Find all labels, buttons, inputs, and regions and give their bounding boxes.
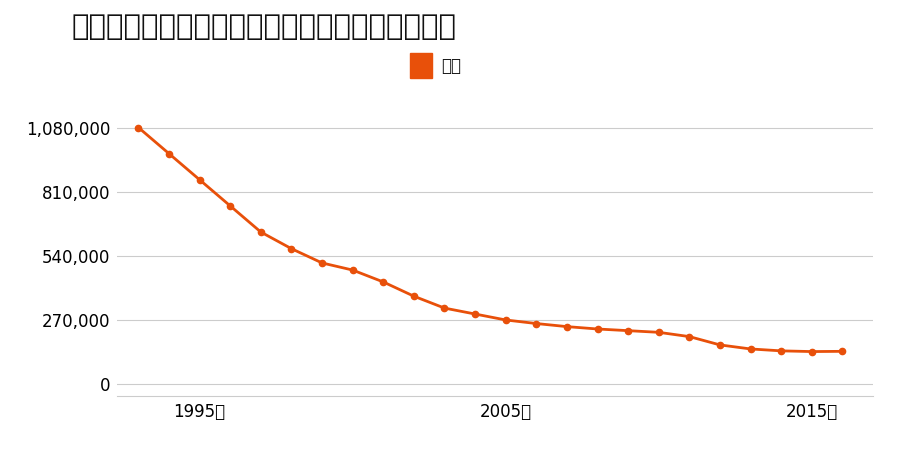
Text: 価格: 価格 <box>441 57 461 75</box>
Text: 徳島県徳島市かちどき橋１丁目２２番の地価推移: 徳島県徳島市かちどき橋１丁目２２番の地価推移 <box>72 14 457 41</box>
